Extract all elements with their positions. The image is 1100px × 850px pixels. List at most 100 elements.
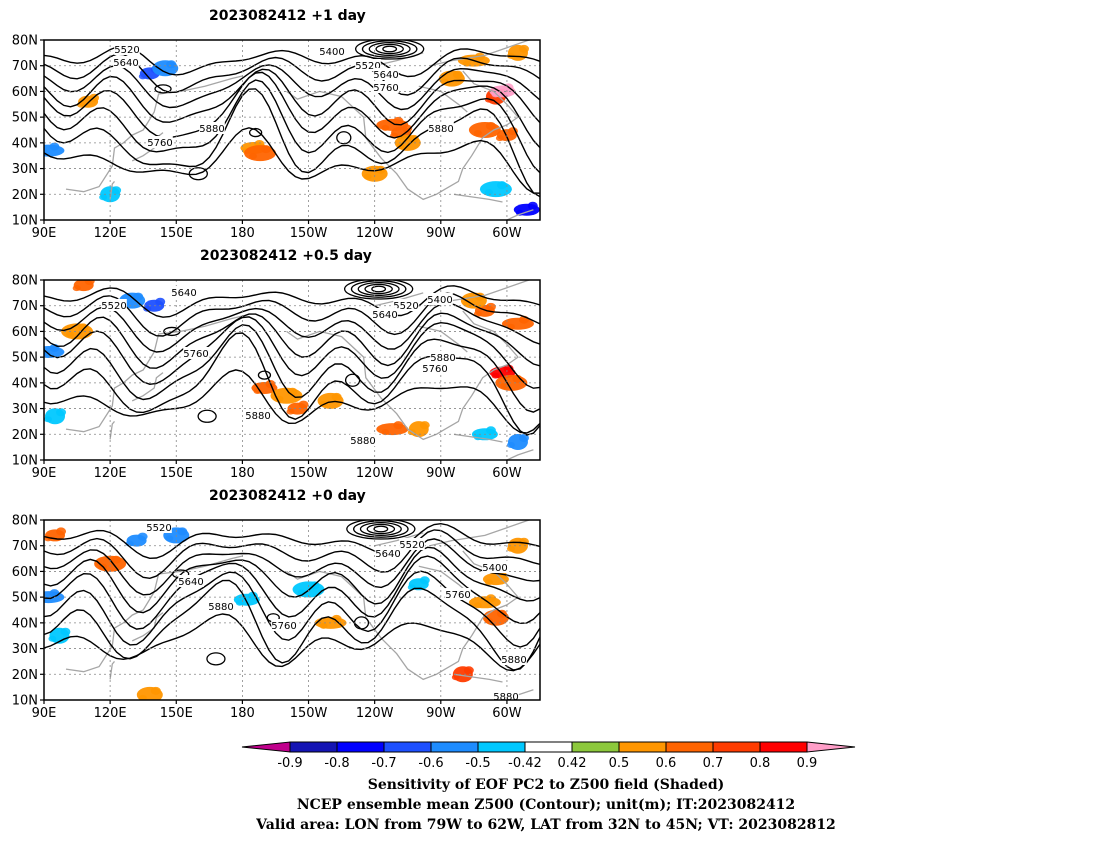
lon-tick-label: 180 bbox=[230, 706, 255, 721]
caption-line-2: NCEP ensemble mean Z500 (Contour); unit(… bbox=[296, 797, 796, 813]
coastline bbox=[418, 85, 468, 113]
z500-contour bbox=[44, 538, 540, 596]
lon-tick-label: 150E bbox=[160, 226, 193, 241]
caption-line-1: Sensitivity of EOF PC2 to Z500 field (Sh… bbox=[367, 777, 725, 793]
lat-tick-label: 70N bbox=[12, 59, 38, 74]
lon-tick-label: 90W bbox=[426, 466, 456, 481]
colorbar-swatch bbox=[430, 741, 479, 753]
z500-contour bbox=[371, 285, 387, 293]
coastline bbox=[374, 532, 424, 547]
lat-tick-label: 40N bbox=[12, 376, 38, 391]
contour-label: 5760 bbox=[422, 364, 447, 375]
panel-title: 2023082412 +1 day bbox=[209, 8, 366, 24]
colorbar-tick-label: 0.9 bbox=[797, 756, 818, 770]
coastline bbox=[429, 40, 530, 67]
z500-contour bbox=[359, 521, 402, 537]
z500-contour bbox=[154, 84, 172, 94]
colorbar-tick-label: 0.8 bbox=[750, 756, 771, 770]
colorbar-tick-label: -0.42 bbox=[508, 756, 542, 770]
contour-label: 5520 bbox=[399, 540, 424, 551]
lon-tick-label: 90E bbox=[32, 466, 57, 481]
contour-label: 5880 bbox=[245, 411, 270, 422]
z500-contour bbox=[44, 316, 540, 389]
z500-contour bbox=[44, 64, 540, 111]
sensitivity-shading bbox=[513, 201, 540, 216]
coastline bbox=[506, 209, 534, 220]
sensitivity-shading bbox=[468, 122, 501, 138]
coastline bbox=[286, 70, 519, 201]
contour-label: 5760 bbox=[373, 83, 398, 94]
sensitivity-shading bbox=[407, 576, 430, 591]
z500-contour bbox=[44, 68, 540, 126]
contour-label: 5760 bbox=[271, 621, 296, 632]
lat-tick-label: 60N bbox=[12, 565, 38, 580]
z500-contour bbox=[350, 280, 407, 298]
lon-tick-label: 90W bbox=[426, 226, 456, 241]
colorbar-tick-label: 0.42 bbox=[558, 756, 587, 770]
lat-tick-label: 80N bbox=[12, 274, 38, 289]
sensitivity-shading bbox=[244, 145, 277, 162]
z500-contour bbox=[44, 369, 540, 434]
caption-line-3: Valid area: LON from 79W to 62W, LAT fro… bbox=[256, 817, 836, 833]
map-frame bbox=[43, 39, 541, 221]
colorbar-swatch bbox=[336, 741, 385, 753]
lat-tick-label: 10N bbox=[12, 214, 38, 229]
z500-contour bbox=[248, 127, 263, 138]
lat-tick-label: 60N bbox=[12, 85, 38, 100]
colorbar-tick-label: -0.9 bbox=[277, 756, 302, 770]
lat-tick-label: 20N bbox=[12, 428, 38, 443]
contour-label: 5880 bbox=[199, 124, 224, 135]
z500-contour bbox=[44, 529, 540, 580]
contour-label: 5760 bbox=[147, 138, 172, 149]
coastline bbox=[109, 660, 115, 680]
lon-tick-label: 150E bbox=[160, 706, 193, 721]
lon-tick-label: 90E bbox=[32, 226, 57, 241]
sensitivity-shading bbox=[479, 181, 512, 198]
lon-tick-label: 60W bbox=[492, 466, 522, 481]
lon-tick-label: 180 bbox=[230, 226, 255, 241]
contour-label: 5880 bbox=[501, 655, 526, 666]
z500-contour bbox=[257, 370, 272, 380]
colorbar-swatch bbox=[618, 741, 667, 753]
lon-tick-label: 90E bbox=[32, 706, 57, 721]
lon-tick-label: 120E bbox=[94, 226, 127, 241]
contour-label: 5520 bbox=[393, 301, 418, 312]
z500-contour bbox=[44, 312, 540, 369]
colorbar-swatch bbox=[524, 741, 573, 753]
map-panel: 55205640540055205640576058805760588010N2… bbox=[12, 34, 541, 241]
contour-label: 5520 bbox=[114, 45, 139, 56]
z500-contour bbox=[344, 373, 361, 387]
z500-contour bbox=[382, 45, 398, 53]
colorbar-swatch bbox=[477, 741, 526, 753]
lon-tick-label: 120W bbox=[356, 706, 394, 721]
sensitivity-shading bbox=[233, 591, 260, 606]
z500-contour bbox=[346, 520, 416, 540]
map-panel: 5520552056405640540058805760576058805880… bbox=[12, 514, 541, 721]
contour-label: 5760 bbox=[445, 590, 470, 601]
coastline bbox=[286, 550, 519, 681]
coastline bbox=[65, 555, 243, 673]
lon-tick-label: 60W bbox=[492, 706, 522, 721]
contour-label: 5640 bbox=[372, 310, 397, 321]
lon-tick-label: 120E bbox=[94, 706, 127, 721]
colorbar-tick-label: 0.7 bbox=[703, 756, 724, 770]
contour-label: 5640 bbox=[373, 70, 398, 81]
colorbar-tick-label: 0.6 bbox=[656, 756, 677, 770]
lat-tick-label: 40N bbox=[12, 616, 38, 631]
lat-tick-label: 30N bbox=[12, 162, 38, 177]
colorbar-swatch bbox=[759, 741, 808, 753]
lon-tick-label: 90W bbox=[426, 706, 456, 721]
colorbar-swatch bbox=[289, 741, 338, 753]
coastline bbox=[131, 612, 164, 642]
z500-contour bbox=[44, 79, 540, 174]
contour-label: 5640 bbox=[113, 58, 138, 69]
contour-label: 5520 bbox=[146, 523, 171, 534]
z500-contour bbox=[375, 43, 404, 55]
colorbar-tick-label: -0.8 bbox=[324, 756, 349, 770]
contour-label: 5880 bbox=[493, 692, 518, 703]
sensitivity-shading bbox=[376, 116, 409, 131]
z500-contour bbox=[44, 546, 540, 614]
contour-label: 5400 bbox=[482, 563, 507, 574]
colorbar-swatch bbox=[383, 741, 432, 753]
